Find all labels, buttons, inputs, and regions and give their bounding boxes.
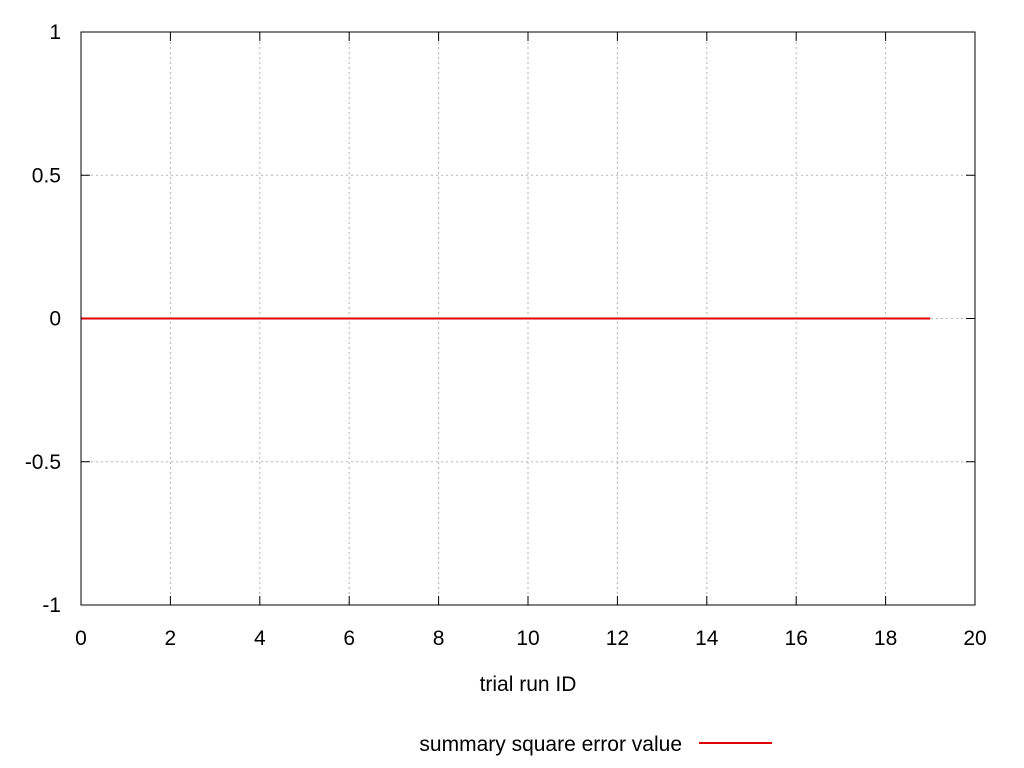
x-tick-label: 10 xyxy=(516,627,539,650)
x-axis-label: trial run ID xyxy=(480,673,577,696)
y-tick-label: 1 xyxy=(49,21,61,44)
plot-frame xyxy=(80,31,976,606)
x-tick-label: 8 xyxy=(433,627,445,650)
y-tick-label: -0.5 xyxy=(25,451,61,474)
x-tick-label: 2 xyxy=(165,627,177,650)
x-tick-labels: 0 2 4 6 8 10 12 14 16 18 20 xyxy=(75,627,987,650)
y-tick-labels: 1 0.5 0 -0.5 -1 xyxy=(25,21,61,617)
y-tick-label: 0 xyxy=(49,308,61,331)
x-tick-label: 4 xyxy=(254,627,266,650)
legend: summary square error value xyxy=(419,733,772,756)
x-tick-label: 0 xyxy=(75,627,87,650)
x-tick-label: 14 xyxy=(695,627,719,650)
x-tick-label: 18 xyxy=(874,627,897,650)
x-tick-label: 12 xyxy=(606,627,629,650)
x-tick-label: 6 xyxy=(343,627,355,650)
y-tick-label: 0.5 xyxy=(32,164,61,187)
legend-entry-label: summary square error value xyxy=(419,733,682,756)
x-tick-label: 16 xyxy=(785,627,808,650)
x-tick-label: 20 xyxy=(963,627,986,650)
y-tick-label: -1 xyxy=(42,594,61,617)
